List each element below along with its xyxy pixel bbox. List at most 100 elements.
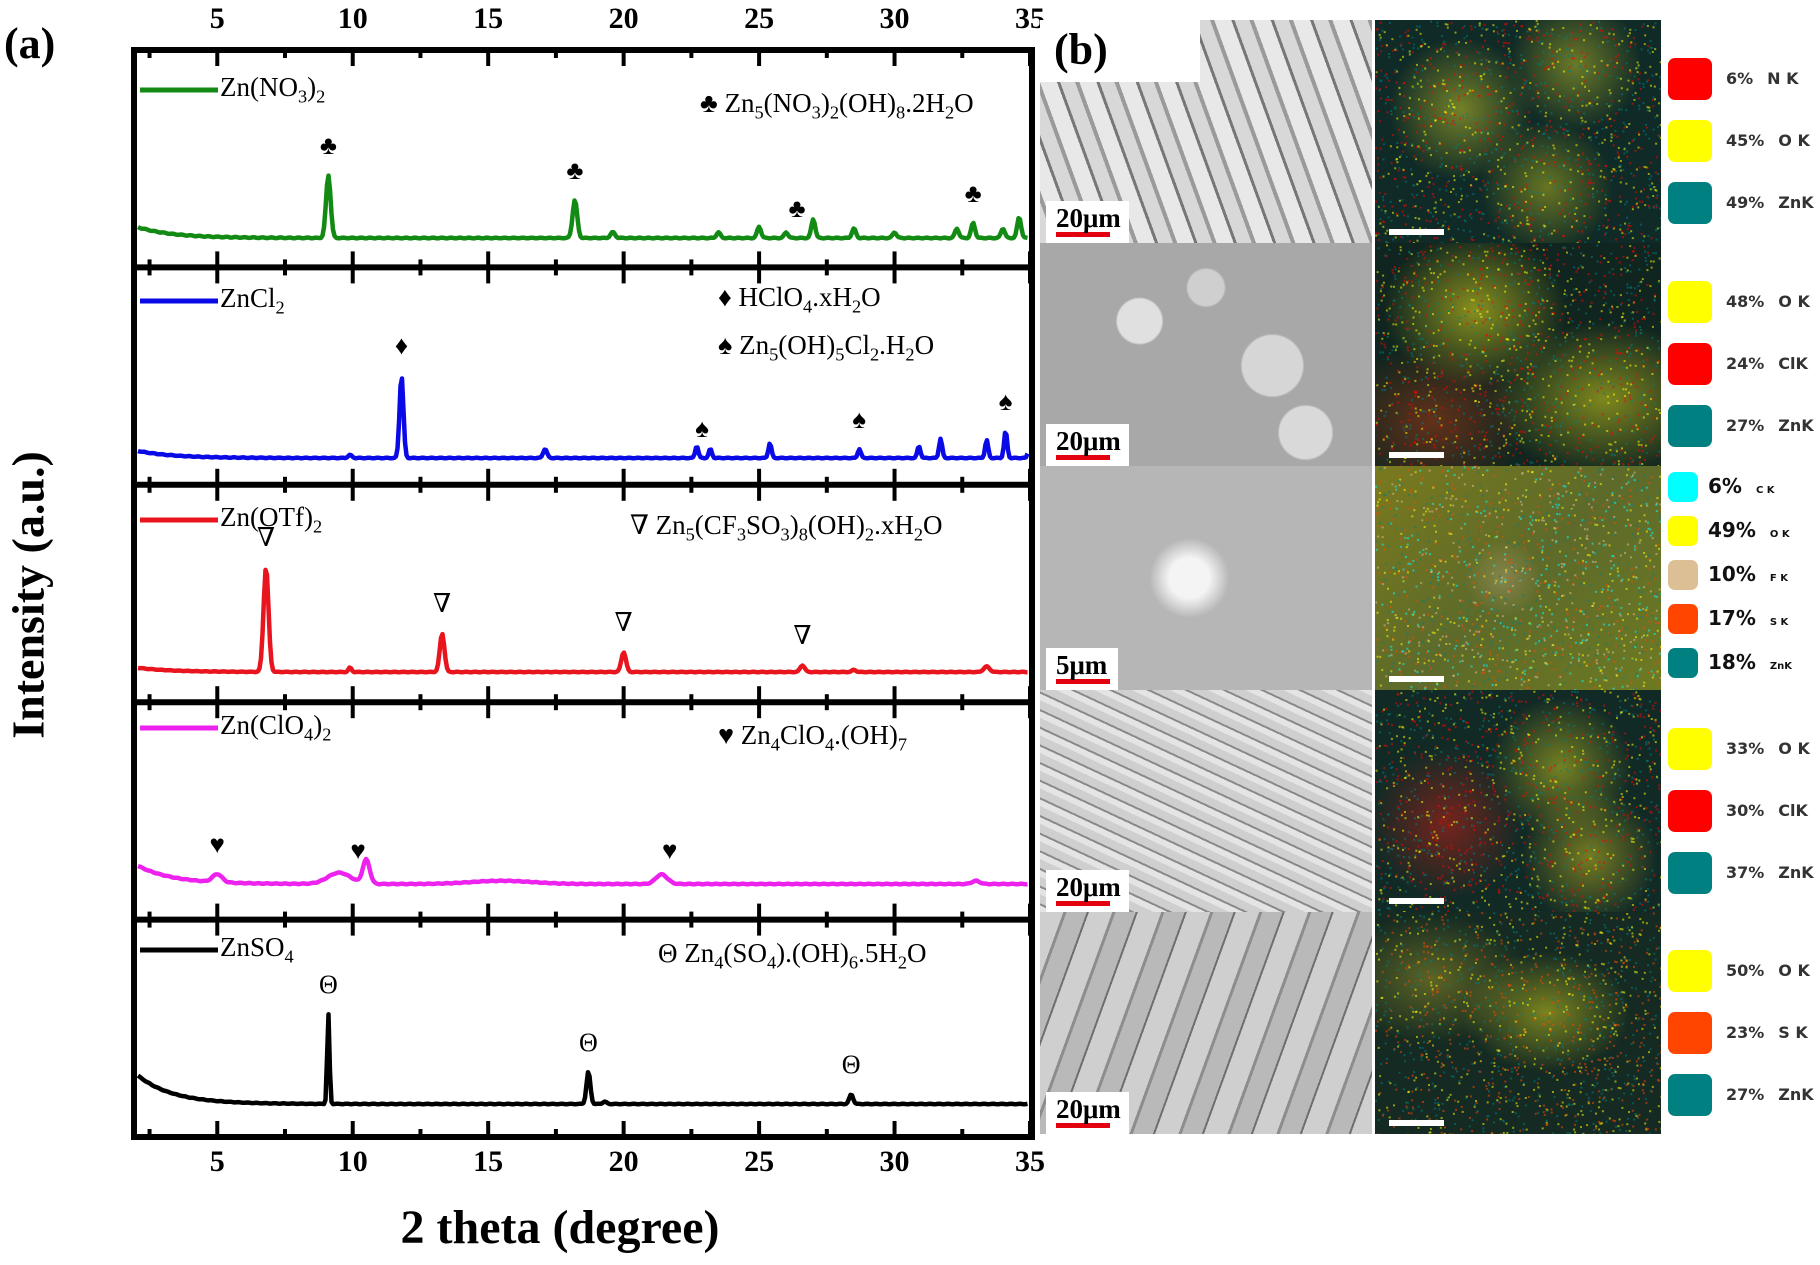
element-percentage: 17% S K xyxy=(1708,606,1789,630)
element-color-swatch xyxy=(1668,516,1698,546)
element-percentage: 49% O K xyxy=(1708,518,1790,542)
phase-legend: ♠ Zn5(OH)5Cl2.H2O xyxy=(718,330,935,365)
peak-marker-icon: ∇ xyxy=(256,523,276,553)
eds-scale-bar xyxy=(1389,452,1444,458)
bottom-tick-label: 5 xyxy=(209,1145,225,1178)
element-color-swatch xyxy=(1668,728,1712,770)
top-tick-label: 30 xyxy=(879,2,910,35)
element-percentage: 27% ZnK xyxy=(1726,1085,1814,1104)
phase-legend: ♣ Zn5(NO3)2(OH)8.2H2O xyxy=(700,88,974,123)
x-axis-label: 2 theta (degree) xyxy=(400,1201,720,1254)
eds-map xyxy=(1372,912,1661,1136)
panel-b-label: (b) xyxy=(1054,25,1108,74)
element-percentage: 30% ClK xyxy=(1726,801,1808,820)
element-percentage: 10% F K xyxy=(1708,562,1788,586)
peak-marker-icon: ♣ xyxy=(319,131,337,161)
bottom-tick-label: 25 xyxy=(744,1145,775,1178)
element-percentage: 27% ZnK xyxy=(1726,416,1814,435)
peak-marker-icon: Θ xyxy=(841,1050,861,1080)
bottom-tick-label: 20 xyxy=(608,1145,639,1178)
element-color-swatch xyxy=(1668,281,1712,323)
element-color-swatch xyxy=(1668,852,1712,894)
element-percentage: 6% N K xyxy=(1726,69,1799,88)
phase-legend: Θ Zn4(SO4).(OH)6.5H2O xyxy=(658,938,927,973)
peak-marker-icon: Θ xyxy=(579,1027,598,1057)
peak-marker-icon: ♥ xyxy=(350,835,366,865)
sem-image: 20μm xyxy=(1040,20,1372,245)
eds-map xyxy=(1372,690,1661,914)
peak-marker-icon: ∇ xyxy=(793,621,812,651)
element-percentage: 33% O K xyxy=(1726,739,1810,758)
top-tick-label: 20 xyxy=(608,2,639,35)
peak-marker-icon: ♥ xyxy=(661,836,678,866)
element-color-swatch xyxy=(1668,790,1712,832)
panel-a-label: (a) xyxy=(4,19,56,68)
element-color-swatch xyxy=(1668,343,1712,385)
scale-bar: 20μm xyxy=(1046,424,1129,466)
scale-bar: 20μm xyxy=(1046,870,1129,912)
element-color-swatch xyxy=(1668,405,1712,447)
scale-bar: 20μm xyxy=(1046,1092,1129,1134)
element-percentage: 45% O K xyxy=(1726,131,1810,150)
eds-scale-bar xyxy=(1389,1120,1444,1126)
element-percentage: 49% ZnK xyxy=(1726,193,1814,212)
sem-image: 20μm xyxy=(1040,912,1372,1136)
peak-marker-icon: ♣ xyxy=(566,155,584,185)
peak-marker-icon: ♣ xyxy=(788,194,806,223)
legend-entry: Zn(OTf)2 xyxy=(220,502,323,537)
xrd-stacked-plot xyxy=(131,47,1035,1140)
element-color-swatch xyxy=(1668,1074,1712,1116)
scale-bar: 20μm xyxy=(1046,201,1129,243)
phase-legend: ∇ Zn5(CF3SO3)8(OH)2.xH2O xyxy=(630,510,943,545)
peak-marker-icon: ♠ xyxy=(852,405,867,434)
legend-entry: ZnSO4 xyxy=(220,932,294,967)
peak-marker-icon: Θ xyxy=(318,969,338,999)
sem-image: 20μm xyxy=(1040,690,1372,914)
scale-bar-label: 20μm xyxy=(1056,203,1121,233)
peak-marker-icon: ♠ xyxy=(998,387,1013,416)
element-percentage: 50% O K xyxy=(1726,961,1810,980)
eds-scale-bar xyxy=(1389,229,1444,235)
element-color-swatch xyxy=(1668,648,1698,678)
element-color-swatch xyxy=(1668,1012,1712,1054)
scale-bar-label: 20μm xyxy=(1056,426,1121,456)
phase-legend: ♥ Zn4ClO4.(OH)7 xyxy=(718,720,908,755)
element-percentage: 18% ZnK xyxy=(1708,650,1792,674)
eds-scale-bar xyxy=(1389,676,1444,682)
phase-legend: ♦ HClO4.xH2O xyxy=(718,282,881,317)
top-tick-label: 5 xyxy=(209,2,225,35)
legend-entry: Zn(NO3)2 xyxy=(220,72,326,107)
peak-marker-icon: ∇ xyxy=(433,589,452,619)
scale-bar-label: 5μm xyxy=(1056,650,1108,680)
top-tick-label: 25 xyxy=(744,2,775,35)
eds-map xyxy=(1372,243,1661,468)
bottom-tick-label: 30 xyxy=(879,1145,910,1178)
sem-image: 5μm xyxy=(1040,466,1372,692)
bottom-tick-label: 10 xyxy=(337,1145,368,1178)
legend-entry: ZnCl2 xyxy=(220,283,285,318)
peak-marker-icon: ♣ xyxy=(964,178,982,208)
peak-marker-icon: ∇ xyxy=(614,608,633,638)
scale-bar-label: 20μm xyxy=(1056,872,1121,902)
element-percentage: 23% S K xyxy=(1726,1023,1808,1042)
legend-entry: Zn(ClO4)2 xyxy=(220,710,332,745)
bottom-tick-label: 35 xyxy=(1015,1145,1045,1178)
peak-marker-icon: ♦ xyxy=(394,331,409,361)
element-percentage: 6% C K xyxy=(1708,474,1775,498)
bottom-tick-label: 15 xyxy=(473,1145,504,1178)
element-color-swatch xyxy=(1668,560,1698,590)
top-tick-label: 15 xyxy=(473,2,504,35)
element-color-swatch xyxy=(1668,604,1698,634)
scale-bar: 5μm xyxy=(1046,648,1118,690)
eds-map xyxy=(1372,20,1661,245)
panel-b-label-box: (b) xyxy=(1040,20,1200,82)
peak-marker-icon: ♥ xyxy=(209,830,225,860)
top-tick-label: 10 xyxy=(337,2,368,35)
element-color-swatch xyxy=(1668,472,1698,502)
eds-scale-bar xyxy=(1389,898,1444,904)
element-percentage: 37% ZnK xyxy=(1726,863,1814,882)
peak-marker-icon: ♠ xyxy=(695,413,710,443)
element-color-swatch xyxy=(1668,120,1712,162)
element-color-swatch xyxy=(1668,58,1712,100)
scale-bar-label: 20μm xyxy=(1056,1094,1121,1124)
